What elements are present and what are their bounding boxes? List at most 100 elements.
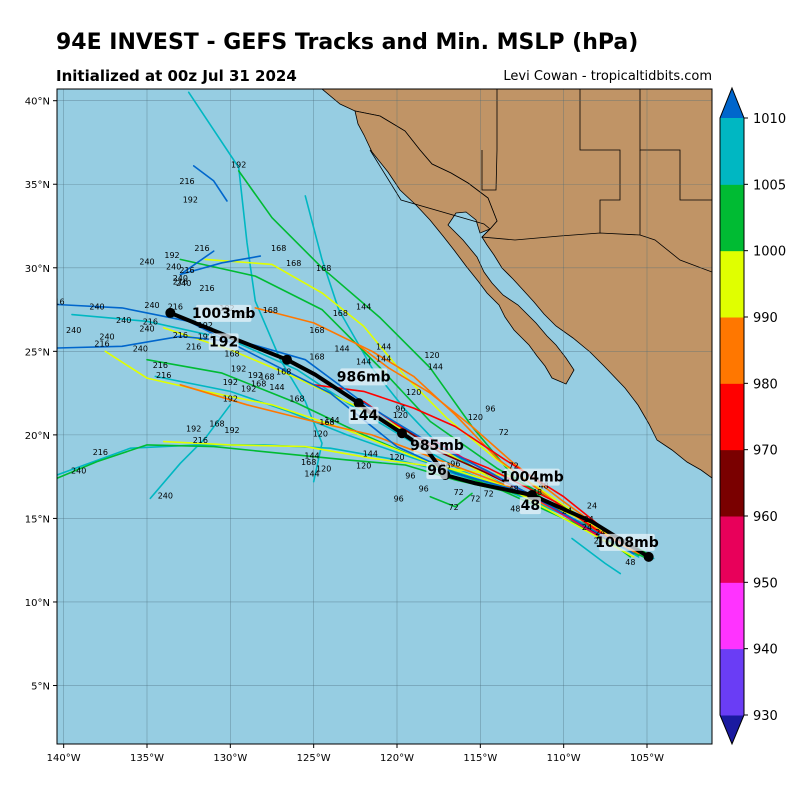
- forecast-hour-label: 72: [484, 490, 494, 499]
- lon-tick-label: 140°W: [47, 753, 81, 764]
- forecast-hour-label: 216: [168, 303, 183, 312]
- colorbar-label: 940: [753, 643, 778, 658]
- forecast-hour-label: 216: [193, 436, 208, 445]
- forecast-hour-label: 120: [313, 430, 328, 439]
- annotation-background: [340, 368, 388, 386]
- forecast-hour-label: 240: [116, 316, 131, 325]
- forecast-hour-label: 48: [532, 488, 542, 497]
- annotation-background: [504, 468, 560, 486]
- forecast-hour-label: 72: [499, 428, 509, 437]
- forecast-hour-label: 192: [223, 394, 238, 403]
- init-time-subtitle: Initialized at 00z Jul 31 2024: [56, 67, 297, 85]
- forecast-hour-label: 144: [304, 451, 319, 460]
- colorbar-high-extension: [720, 88, 744, 118]
- mean-track-annotation: 144: [349, 408, 378, 424]
- forecast-hour-label: 240: [99, 333, 114, 342]
- forecast-hour-label: 216: [94, 339, 109, 348]
- ensemble-tracks: [57, 91, 655, 575]
- ensemble-member-track: [204, 258, 632, 553]
- lat-tick-label: 15°N: [25, 514, 50, 525]
- lon-tick-label: 130°W: [213, 753, 247, 764]
- annotation-background: [413, 436, 461, 454]
- forecast-hour-label: 216: [143, 318, 158, 327]
- colorbar-label: 1010: [753, 112, 786, 127]
- colorbar-segment: [720, 648, 744, 716]
- forecast-hour-label: 240: [139, 257, 154, 266]
- annotation-background: [599, 533, 655, 551]
- forecast-hour-label: 168: [224, 349, 239, 358]
- colorbar-segment: [720, 250, 744, 318]
- credit-text: Levi Cowan - tropicaltidbits.com: [503, 69, 712, 84]
- forecast-hour-label: 168: [333, 309, 348, 318]
- forecast-hour-label: 72: [449, 503, 459, 512]
- forecast-hour-label: 216: [156, 371, 171, 380]
- lon-tick-label: 105°W: [630, 753, 664, 764]
- colorbar-label: 1000: [753, 245, 786, 260]
- forecast-hour-label: 216: [186, 343, 201, 352]
- forecast-hour-label: 192: [248, 371, 263, 380]
- forecast-hour-label: 240: [66, 326, 81, 335]
- forecast-hour-label: 48: [625, 558, 635, 567]
- forecast-hour-label: 240: [166, 262, 181, 271]
- forecast-hour-label: 216: [153, 361, 168, 370]
- forecast-hour-label: 144: [356, 358, 371, 367]
- lon-tick-label: 125°W: [297, 753, 331, 764]
- forecast-hour-label: 24: [594, 536, 604, 545]
- mean-track-point: [165, 307, 176, 318]
- lat-tick-label: 40°N: [25, 97, 50, 108]
- ensemble-member-track: [312, 383, 623, 545]
- forecast-hour-label: 168: [259, 373, 274, 382]
- forecast-hour-label: 192: [224, 426, 239, 435]
- ensemble-member-track: [149, 403, 232, 500]
- mean-track-point: [282, 354, 292, 365]
- forecast-hour-label: 96: [394, 495, 404, 504]
- forecast-hour-label: 48: [510, 505, 520, 514]
- colorbar-low-extension: [720, 715, 744, 744]
- colorbar-label: 960: [753, 510, 778, 525]
- forecast-hour-label: 144: [376, 343, 391, 352]
- ensemble-member-track: [187, 91, 323, 483]
- forecast-hour-label: 144: [304, 470, 319, 479]
- forecast-hour-label: 72: [470, 495, 480, 504]
- forecast-hour-label: 216: [49, 298, 64, 307]
- forecast-hour-label: 216: [179, 177, 194, 186]
- forecast-hour-label: 216: [93, 448, 108, 457]
- colorbar-segment: [720, 449, 744, 517]
- forecast-hour-label: 168: [301, 458, 316, 467]
- forecast-hour-label: 120: [468, 413, 483, 422]
- forecast-hour-label: 240: [176, 279, 191, 288]
- forecast-hour-label: 24: [587, 501, 597, 510]
- forecast-hour-label: 240: [173, 274, 188, 283]
- forecast-hour-label: 168: [263, 306, 278, 315]
- lat-tick-label: 35°N: [25, 180, 50, 191]
- forecast-hour-label: 168: [251, 379, 266, 388]
- forecast-hour-label: 192: [186, 425, 201, 434]
- lat-tick-label: 30°N: [25, 264, 50, 275]
- forecast-hour-label: 144: [363, 450, 378, 459]
- forecast-hour-label: 96: [419, 485, 429, 494]
- forecast-hour-label: 120: [424, 351, 439, 360]
- ensemble-member-track: [192, 165, 228, 202]
- colorbar-label: 1005: [753, 178, 786, 193]
- forecast-hour-label: 240: [139, 324, 154, 333]
- ensemble-member-track: [354, 342, 623, 545]
- mean-track-annotation: 192: [209, 334, 238, 350]
- map-axis-ticks: 140°W 135°W 130°W 125°W 120°W 115°W 110°W 105°W…: [25, 97, 664, 764]
- lat-tick-label: 20°N: [25, 431, 50, 442]
- colorbar-segment: [720, 184, 744, 252]
- forecast-hour-label: 192: [241, 384, 256, 393]
- lon-tick-label: 120°W: [380, 753, 414, 764]
- forecast-hour-label: 168: [316, 264, 331, 273]
- lon-tick-label: 110°W: [547, 753, 581, 764]
- forecast-hour-label: 168: [309, 326, 324, 335]
- forecast-hour-label: 216: [194, 244, 209, 253]
- colorbar-label: 980: [753, 377, 778, 392]
- ensemble-member-track: [429, 492, 473, 508]
- colorbar-label: 930: [753, 709, 778, 724]
- forecast-hour-label: 168: [289, 394, 304, 403]
- forecast-hour-label: 144: [428, 363, 443, 372]
- ensemble-member-track: [162, 440, 515, 478]
- forecast-hour-label: 240: [89, 303, 104, 312]
